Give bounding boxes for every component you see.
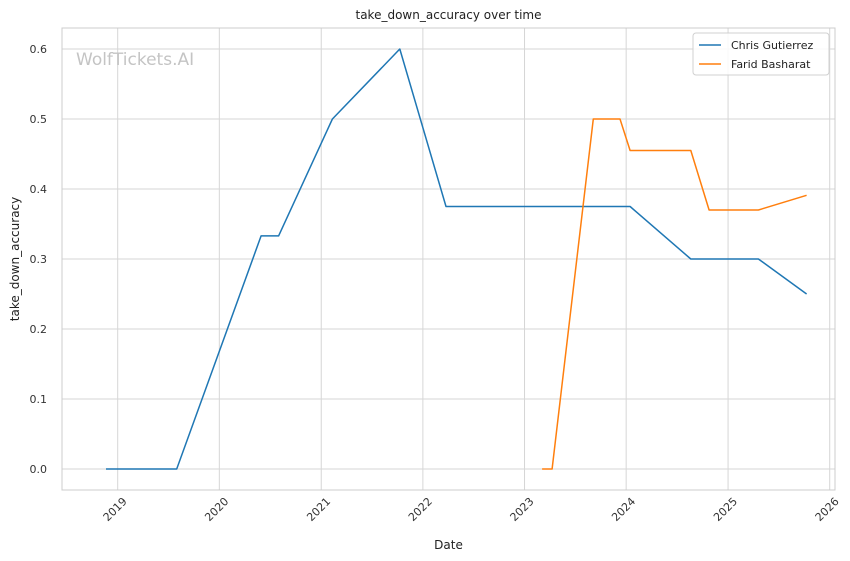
x-axis-label: Date bbox=[434, 538, 463, 552]
grid-lines bbox=[62, 28, 835, 490]
y-axis-label: take_down_accuracy bbox=[8, 197, 22, 321]
y-tick-label: 0.2 bbox=[30, 323, 48, 336]
y-tick-label: 0.1 bbox=[30, 393, 48, 406]
y-tick-label: 0.0 bbox=[30, 463, 48, 476]
y-axis-ticks: 0.0 0.1 0.2 0.3 0.4 0.5 0.6 bbox=[30, 43, 48, 476]
series-line bbox=[542, 118, 807, 470]
legend-label: Farid Basharat bbox=[731, 58, 811, 71]
y-tick-label: 0.3 bbox=[30, 253, 48, 266]
y-tick-label: 0.6 bbox=[30, 43, 48, 56]
y-tick-label: 0.5 bbox=[30, 113, 48, 126]
series-line bbox=[106, 48, 808, 470]
series-layer bbox=[106, 48, 808, 470]
legend-label: Chris Gutierrez bbox=[731, 39, 813, 52]
y-tick-label: 0.4 bbox=[30, 183, 48, 196]
plot-area bbox=[61, 27, 836, 491]
watermark: WolfTickets.AI bbox=[76, 50, 194, 70]
chart-title: take_down_accuracy over time bbox=[356, 8, 542, 22]
legend-box bbox=[692, 32, 830, 76]
legend: Chris Gutierrez Farid Basharat bbox=[692, 32, 830, 76]
